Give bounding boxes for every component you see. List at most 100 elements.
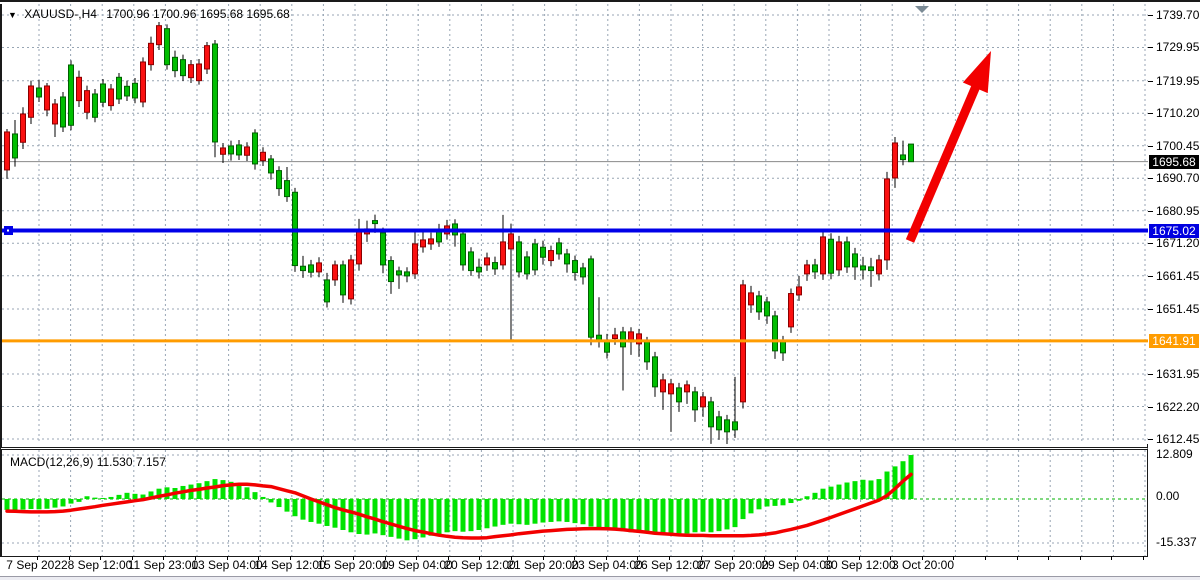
candle-body — [260, 151, 266, 162]
time-tick-mark — [353, 556, 354, 560]
candle-body — [12, 133, 18, 159]
candle-body — [76, 76, 82, 102]
candle-body — [820, 236, 826, 275]
macd-histogram-bar — [92, 497, 98, 499]
time-axis-label: 20 Sep 12:00 — [444, 558, 516, 572]
macd-histogram-bar — [692, 499, 698, 533]
macd-histogram-bar — [460, 499, 466, 532]
symbol-dropdown-icon[interactable]: ▼ — [8, 10, 17, 20]
price-tick-mark — [1148, 438, 1153, 440]
time-tick-mark — [289, 556, 291, 560]
macd-histogram-bar — [12, 499, 18, 511]
price-tick-mark — [1148, 47, 1153, 49]
time-axis-label: 13 Sep 04:00 — [191, 558, 263, 572]
macd-histogram-bar — [836, 484, 842, 499]
macd-histogram-bar — [532, 499, 538, 524]
macd-histogram-bar — [220, 480, 226, 499]
price-tick-mark — [1148, 243, 1153, 245]
time-axis-label: 8 Sep 12:00 — [67, 558, 133, 572]
candle-body — [60, 96, 66, 128]
macd-histogram-bar — [4, 499, 10, 510]
candle-body — [676, 387, 682, 403]
candle-body — [324, 279, 330, 303]
candle-body — [644, 341, 650, 363]
macd-histogram-bar — [308, 499, 314, 522]
time-tick-mark — [542, 556, 544, 560]
candle-body — [900, 154, 906, 161]
candle-body — [396, 270, 402, 276]
candle-body — [348, 259, 354, 300]
macd-histogram-bar — [772, 499, 778, 506]
candle-body — [4, 131, 10, 171]
candle-body — [52, 103, 58, 125]
candle-body — [228, 145, 234, 155]
macd-histogram-bar — [812, 492, 818, 499]
trend-arrow-shaft[interactable] — [905, 80, 982, 243]
price-tick-label: 1651.45 — [1156, 302, 1200, 317]
macd-histogram-bar — [868, 480, 874, 499]
macd-histogram-bar — [852, 481, 858, 499]
candle-body — [428, 238, 434, 245]
macd-histogram-bar — [668, 499, 674, 536]
time-tick-mark — [763, 556, 765, 560]
candle-body — [492, 262, 498, 270]
macd-histogram-bar — [788, 499, 794, 504]
candle-body — [868, 266, 874, 272]
candle-body — [220, 147, 226, 155]
macd-histogram-bar — [796, 499, 802, 501]
price-tick-mark — [1148, 309, 1153, 311]
macd-histogram-bar — [892, 466, 898, 499]
candle-body — [276, 170, 282, 190]
macd-histogram-bar — [588, 499, 594, 527]
time-axis[interactable]: 7 Sep 2022 8 Sep 12:00 11 Sep 23:00 13 Sep … — [0, 556, 1148, 576]
macd-histogram-bar — [908, 455, 914, 499]
candle-body — [156, 25, 162, 46]
candle-body — [724, 419, 730, 433]
price-axis[interactable]: 1695.68 1675.02 1641.91 1739.70 1729.95 17… — [1148, 2, 1200, 557]
chart-shift-marker-icon[interactable] — [915, 6, 929, 13]
macd-histogram-bar — [652, 499, 658, 535]
macd-panel[interactable]: MACD(12,26,9) 11.530 7.157 — [0, 447, 1148, 557]
macd-histogram-bar — [44, 499, 50, 509]
last-price-label: 1695.68 — [1149, 154, 1199, 169]
time-tick-mark — [953, 556, 955, 560]
candle-body — [92, 93, 98, 118]
macd-histogram-bar — [780, 499, 786, 506]
macd-histogram-bar — [276, 499, 282, 508]
macd-histogram-bar — [84, 496, 90, 499]
trend-arrow-head[interactable] — [962, 51, 991, 94]
macd-histogram-bar — [580, 499, 586, 525]
candlestick-chart[interactable] — [2, 4, 1148, 444]
main-chart-panel[interactable]: ▼ XAUUSD-,H4 1700.96 1700.96 1695.68 169… — [0, 4, 1148, 447]
macd-histogram-bar — [492, 499, 498, 527]
candle-body — [780, 341, 786, 354]
time-tick-mark — [511, 556, 512, 560]
candle-body — [148, 42, 154, 66]
candle-body — [356, 229, 362, 265]
macd-indicator-label: MACD(12,26,9) 11.530 7.157 — [10, 455, 166, 469]
price-tick-label: 1710.20 — [1156, 106, 1200, 121]
macd-histogram-bar — [68, 499, 74, 504]
candle-body — [212, 43, 218, 143]
macd-chart[interactable] — [2, 450, 1146, 556]
candle-body — [772, 315, 778, 352]
macd-histogram-bar — [76, 499, 82, 502]
macd-histogram-bar — [828, 486, 834, 499]
macd-histogram-bar — [140, 494, 146, 499]
price-tick-mark — [1148, 374, 1153, 376]
candle-body — [884, 178, 890, 261]
time-axis-label: 19 Sep 04:00 — [381, 558, 453, 572]
price-tick-label: 1680.95 — [1156, 203, 1200, 218]
macd-histogram-bar — [212, 479, 218, 499]
macd-histogram-bar — [100, 497, 106, 499]
macd-histogram-bar — [372, 499, 378, 534]
candle-body — [668, 383, 674, 395]
macd-histogram-bar — [20, 499, 26, 510]
candle-body — [244, 146, 250, 156]
macd-histogram-bar — [844, 482, 850, 499]
macd-histogram-bar — [292, 499, 298, 517]
time-axis-label: 15 Sep 20:00 — [317, 558, 389, 572]
time-tick-mark — [195, 556, 196, 560]
price-tick-label: 1700.45 — [1156, 138, 1200, 153]
macd-histogram-bar — [236, 483, 242, 499]
